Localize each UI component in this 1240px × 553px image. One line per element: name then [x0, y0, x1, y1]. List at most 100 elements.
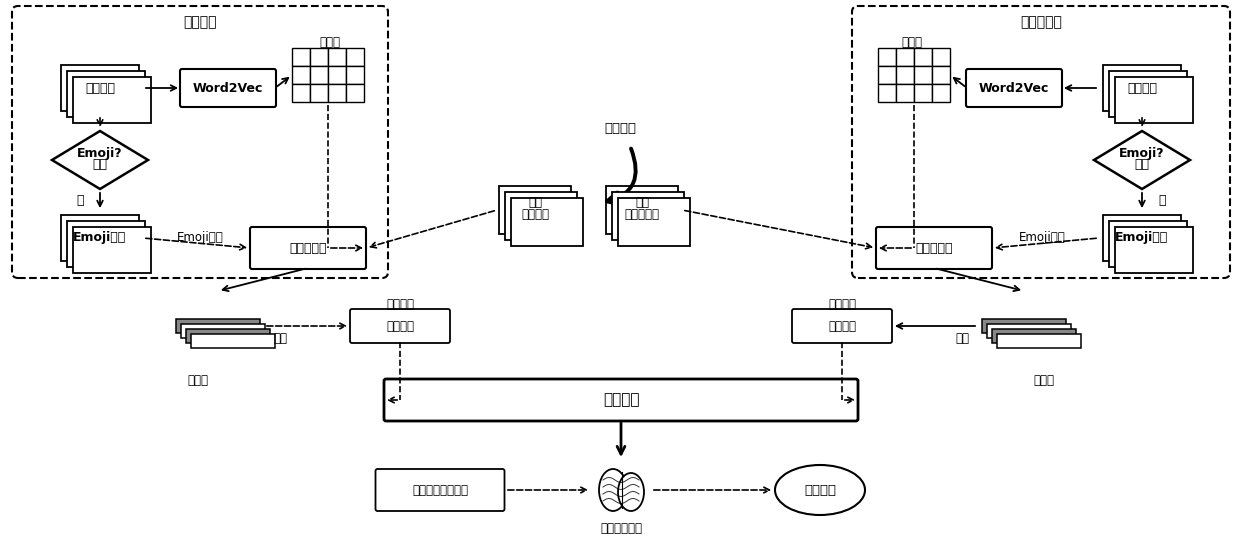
FancyBboxPatch shape — [606, 186, 678, 234]
Bar — [329, 48, 346, 66]
Text: 包含: 包含 — [1135, 158, 1149, 170]
Bar — [310, 84, 329, 102]
Bar — [310, 66, 329, 84]
Bar — [291, 48, 310, 66]
Text: Emoji?: Emoji? — [77, 147, 123, 159]
Text: 文档表征: 文档表征 — [386, 320, 414, 332]
Bar — [897, 66, 914, 84]
FancyBboxPatch shape — [61, 215, 139, 261]
Text: 聚合: 聚合 — [955, 331, 968, 345]
FancyArrowPatch shape — [606, 149, 636, 205]
Text: 是: 是 — [76, 194, 84, 206]
Text: 文档: 文档 — [635, 196, 649, 210]
FancyBboxPatch shape — [1104, 65, 1180, 111]
FancyBboxPatch shape — [613, 192, 684, 240]
Bar — [878, 66, 897, 84]
Bar — [176, 319, 260, 333]
Text: 是: 是 — [1158, 194, 1166, 206]
FancyBboxPatch shape — [250, 227, 366, 269]
FancyBboxPatch shape — [350, 309, 450, 343]
Text: 机器翻译: 机器翻译 — [604, 122, 636, 134]
Text: 标记过的: 标记过的 — [521, 208, 549, 222]
Text: Word2Vec: Word2Vec — [192, 81, 263, 95]
FancyBboxPatch shape — [1115, 227, 1193, 273]
Bar — [191, 334, 275, 348]
Bar — [997, 334, 1081, 348]
Bar — [346, 66, 365, 84]
Bar — [181, 324, 265, 338]
Text: Emoji文本: Emoji文本 — [1115, 232, 1168, 244]
Text: 句表征模型: 句表征模型 — [289, 242, 327, 254]
Bar — [291, 84, 310, 102]
FancyBboxPatch shape — [73, 227, 151, 273]
Text: Emoji?: Emoji? — [1120, 147, 1164, 159]
FancyBboxPatch shape — [505, 192, 577, 240]
FancyBboxPatch shape — [1109, 71, 1187, 117]
FancyBboxPatch shape — [73, 77, 151, 123]
Text: Word2Vec: Word2Vec — [978, 81, 1049, 95]
Text: Emoji文本: Emoji文本 — [73, 232, 126, 244]
Polygon shape — [1094, 131, 1190, 189]
FancyBboxPatch shape — [1109, 221, 1187, 267]
Text: 目标语言端: 目标语言端 — [1021, 15, 1061, 29]
FancyBboxPatch shape — [376, 469, 505, 511]
Text: 源语言端: 源语言端 — [184, 15, 217, 29]
FancyBboxPatch shape — [618, 198, 689, 246]
Bar — [932, 66, 950, 84]
Text: Emoji预测: Emoji预测 — [1018, 231, 1065, 243]
Polygon shape — [52, 131, 148, 189]
Bar — [987, 324, 1071, 338]
Bar — [992, 329, 1076, 343]
FancyBboxPatch shape — [875, 227, 992, 269]
Bar — [914, 84, 932, 102]
Text: 文档表征: 文档表征 — [386, 298, 414, 310]
Bar — [878, 84, 897, 102]
Bar — [310, 48, 329, 66]
Bar — [897, 84, 914, 102]
FancyBboxPatch shape — [498, 186, 570, 234]
Text: 目标语言的新文本: 目标语言的新文本 — [412, 483, 467, 497]
FancyBboxPatch shape — [792, 309, 892, 343]
Ellipse shape — [618, 473, 644, 511]
Bar — [878, 48, 897, 66]
FancyBboxPatch shape — [1104, 215, 1180, 261]
Text: 句表征模型: 句表征模型 — [915, 242, 952, 254]
Bar — [932, 48, 950, 66]
Text: 文档表征: 文档表征 — [828, 320, 856, 332]
Text: 句表征: 句表征 — [187, 374, 208, 388]
Text: 翻译得到的: 翻译得到的 — [625, 208, 660, 222]
Text: 文档表征: 文档表征 — [828, 298, 856, 310]
Text: 词向量: 词向量 — [901, 36, 923, 50]
Text: 情感分类模型: 情感分类模型 — [600, 521, 642, 535]
Text: 监督学习: 监督学习 — [603, 393, 640, 408]
FancyBboxPatch shape — [180, 69, 277, 107]
Bar — [329, 66, 346, 84]
Text: 文档: 文档 — [528, 196, 542, 210]
Bar — [346, 48, 365, 66]
Bar — [897, 48, 914, 66]
Text: 包含: 包含 — [93, 158, 108, 170]
FancyBboxPatch shape — [61, 65, 139, 111]
Text: 原始推文: 原始推文 — [1127, 81, 1157, 95]
Text: 句表征: 句表征 — [1033, 374, 1054, 388]
Bar — [186, 329, 270, 343]
FancyBboxPatch shape — [67, 221, 145, 267]
Text: 词向量: 词向量 — [320, 36, 341, 50]
Bar — [914, 66, 932, 84]
Bar — [932, 84, 950, 102]
FancyBboxPatch shape — [384, 379, 858, 421]
Text: Emoji预测: Emoji预测 — [176, 231, 223, 243]
Text: 聚合: 聚合 — [273, 331, 286, 345]
FancyBboxPatch shape — [511, 198, 583, 246]
FancyBboxPatch shape — [1115, 77, 1193, 123]
Bar — [329, 84, 346, 102]
Text: 情感极性: 情感极性 — [804, 483, 836, 497]
Ellipse shape — [775, 465, 866, 515]
FancyBboxPatch shape — [67, 71, 145, 117]
Bar — [982, 319, 1066, 333]
Text: 原始推文: 原始推文 — [86, 81, 115, 95]
Bar — [914, 48, 932, 66]
Bar — [291, 66, 310, 84]
FancyBboxPatch shape — [966, 69, 1061, 107]
Ellipse shape — [599, 469, 627, 511]
